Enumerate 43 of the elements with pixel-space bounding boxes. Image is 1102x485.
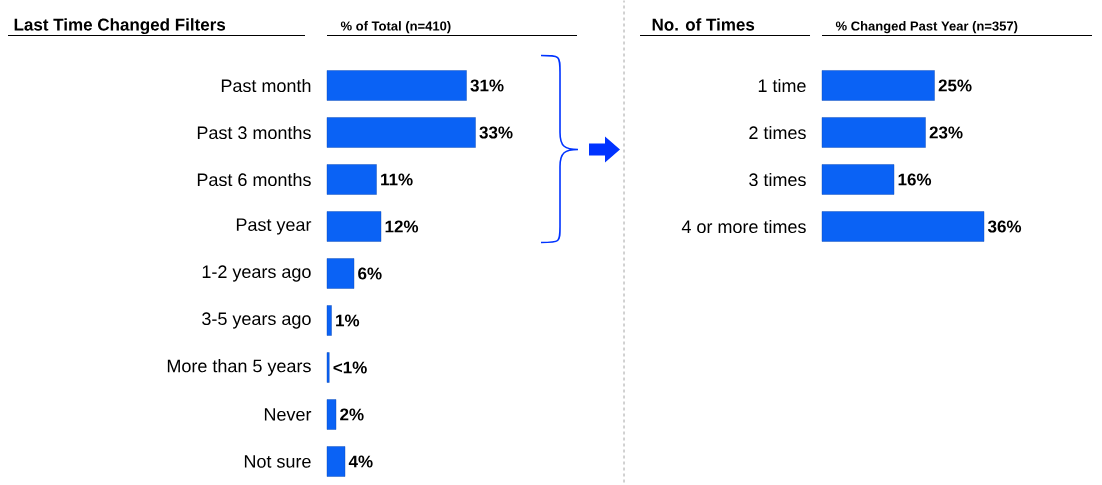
text: Last Time Changed Filters <box>14 18 226 35</box>
bar <box>326 117 476 148</box>
bar <box>326 446 346 477</box>
bar <box>326 211 382 242</box>
data-label: 12% <box>385 220 419 233</box>
y-tick-label: Past month <box>221 78 311 93</box>
data-label: 11% <box>381 173 413 186</box>
bar <box>821 164 895 195</box>
chart-title: No. of Times <box>652 18 755 31</box>
data-label: 25% <box>938 79 972 92</box>
y-tick-label: 2 times <box>749 125 806 140</box>
bar <box>326 399 337 430</box>
bar <box>326 305 332 336</box>
y-tick-label: 3-5 years ago <box>202 312 311 329</box>
y-tick-label: 4 or more times <box>681 219 806 234</box>
y-tick-label: Past 3 months <box>197 125 311 140</box>
data-label: 23% <box>929 126 963 139</box>
data-label: 4% <box>348 455 373 468</box>
bar <box>326 258 355 289</box>
bar <box>821 70 935 101</box>
data-label: 31% <box>470 79 504 92</box>
data-label: <1% <box>333 361 367 374</box>
data-label: 6% <box>358 267 382 280</box>
data-label: 36% <box>987 220 1022 233</box>
bar <box>326 70 467 101</box>
y-tick-label: More than 5 years <box>167 359 311 376</box>
x-axis-title: % of Total (n=410) <box>340 21 451 34</box>
bar <box>326 352 330 383</box>
x-axis-title: % Changed Past Year (n=357) <box>835 21 1018 34</box>
y-tick-label: 3 times <box>749 172 806 187</box>
y-tick-label: 1 time <box>758 78 806 93</box>
data-label: 16% <box>898 173 932 186</box>
bar <box>821 211 985 242</box>
y-tick-label: Past 6 months <box>197 172 311 187</box>
data-label: 2% <box>340 408 364 421</box>
y-tick-label: Never <box>264 408 312 421</box>
bar <box>821 117 926 148</box>
data-label: 1% <box>336 314 360 327</box>
y-tick-label: Not sure <box>244 455 311 468</box>
y-tick-label: Past year <box>236 218 312 235</box>
bar <box>326 164 377 195</box>
data-label: 33% <box>479 126 513 139</box>
y-tick-label: 1-2 years ago <box>202 265 311 282</box>
